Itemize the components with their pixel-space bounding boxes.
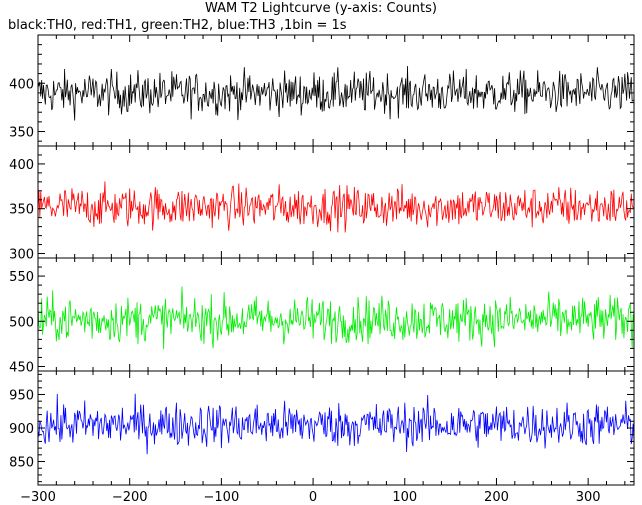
chart-subtitle: black:TH0, red:TH1, green:TH2, blue:TH3 … [8,18,347,33]
x-tick-label: −100 [204,490,240,505]
y-tick-label: 350 [9,126,34,141]
x-tick-label: 300 [576,490,601,505]
panel-th0: 350 400 [9,34,635,147]
series-line-th1 [37,181,635,233]
series-line-th0 [37,65,635,121]
panel-th1: 300 350 400 [9,145,635,263]
series-line-th3 [37,393,635,455]
panel-frame [37,34,635,147]
y-tick-label: 300 [9,248,34,263]
y-tick-label: 400 [9,77,34,92]
chart-title: WAM T2 Lightcurve (y-axis: Counts) [205,1,437,16]
x-tick-label: −300 [20,490,56,505]
x-axis: −300 −200 −100 0 100 200 300 [20,490,600,505]
panels-group: 350 400 300 350 400 450 500 550 850 900 950 [9,34,635,486]
y-tick-label: 900 [9,422,34,437]
x-tick-label: −200 [112,490,148,505]
panel-th3: 850 900 950 [9,370,635,486]
y-tick-label: 950 [9,388,34,403]
y-tick-label: 350 [9,203,34,218]
y-tick-label: 550 [9,270,34,285]
series-line-th2 [37,286,635,350]
y-tick-label: 450 [9,360,34,375]
y-tick-label: 850 [9,456,34,471]
y-tick-label: 400 [9,158,34,173]
x-tick-label: 100 [392,490,417,505]
x-tick-label: 0 [309,490,317,505]
panel-th2: 450 500 550 [9,257,635,375]
x-tick-label: 200 [484,490,509,505]
y-tick-label: 500 [9,315,34,330]
